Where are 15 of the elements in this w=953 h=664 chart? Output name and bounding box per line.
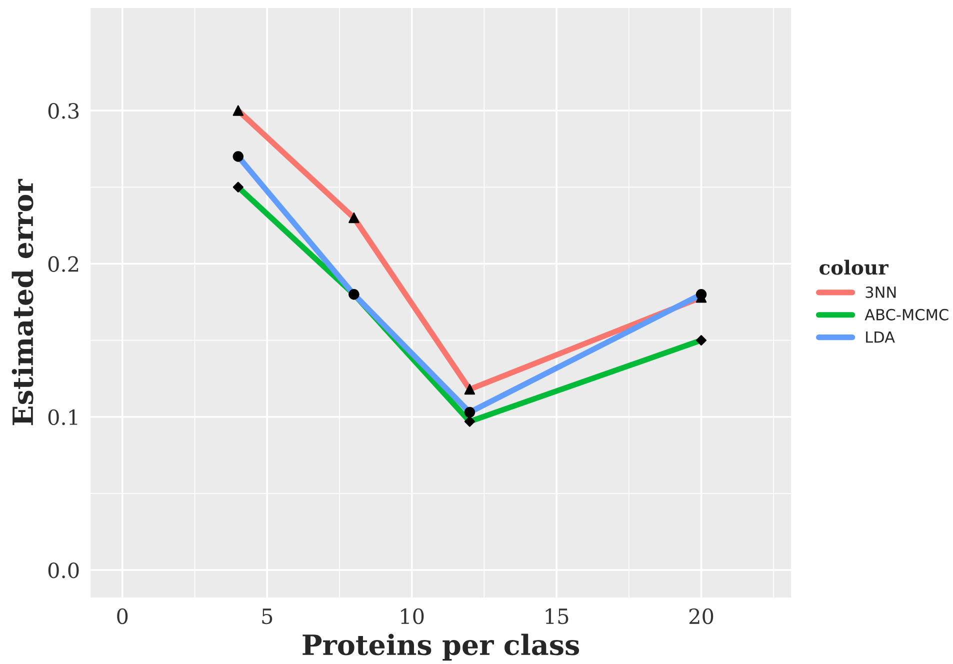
legend-label: LDA bbox=[866, 332, 895, 343]
y-tick-label: 0.2 bbox=[48, 256, 78, 272]
y-axis-title: Estimated error bbox=[12, 178, 34, 426]
x-tick-label: 20 bbox=[689, 608, 714, 624]
x-axis-title: Proteins per class bbox=[302, 634, 579, 661]
x-tick-label: 0 bbox=[117, 608, 128, 624]
x-tick-label: 10 bbox=[401, 608, 424, 624]
legend-title: colour bbox=[820, 260, 888, 275]
legend-label: ABC-MCMC bbox=[864, 308, 948, 320]
x-tick-label: 5 bbox=[262, 608, 272, 624]
x-tick-label: 15 bbox=[546, 608, 568, 624]
y-tick-label: 0.3 bbox=[48, 103, 79, 119]
y-tick-label: 0.1 bbox=[48, 409, 78, 426]
legend-label: 3NN bbox=[866, 286, 896, 298]
y-tick-label: 0.0 bbox=[48, 562, 79, 578]
